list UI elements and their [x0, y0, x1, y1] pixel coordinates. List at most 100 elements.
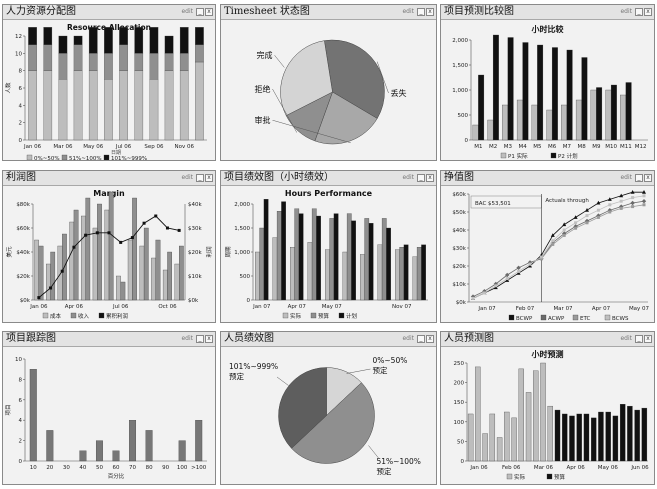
dashboard-panel: 人员绩效图 edit _ x 0%~50% 预定 51%~100% 预定 101%~999% 预定: [220, 331, 437, 485]
dashboard-panel: 人员预测图 edit _ x 小时预测 0 50 100 150 200 250 Jan 06 Feb …: [440, 331, 655, 485]
bar: [174, 263, 180, 301]
bar-segment: [73, 70, 83, 141]
legend-item-swatch: [546, 473, 553, 480]
bar: [46, 263, 51, 301]
x-tick-label: M12: [635, 144, 647, 150]
y-tick-label: $80k: [16, 202, 30, 208]
edit-link[interactable]: edit: [620, 174, 632, 181]
edit-link[interactable]: edit: [402, 8, 414, 15]
bar-segment: [134, 53, 144, 71]
bar: [95, 440, 103, 462]
dashboard-panel: Timesheet 状态图 edit _ x 丢失 审批 拒绝 完成: [220, 4, 437, 161]
close-button[interactable]: x: [644, 334, 652, 343]
close-button[interactable]: x: [644, 173, 652, 182]
chart-svg: Margin$0k$20k$40k$60k$80k美元$0k$10k$20k$3…: [5, 189, 213, 320]
y-tick-label: $40k: [452, 228, 466, 234]
bar-segment: [149, 79, 159, 141]
edit-link[interactable]: edit: [620, 335, 632, 342]
y-tick-label: 10: [15, 51, 22, 57]
bar: [179, 245, 184, 301]
minimize-button[interactable]: _: [196, 7, 204, 16]
y-tick-label: 0: [461, 459, 465, 465]
pie-slice: [291, 382, 375, 464]
bar: [342, 251, 348, 301]
x-tick-label: May 06: [598, 465, 619, 471]
bar: [566, 49, 573, 141]
bar: [634, 409, 640, 462]
bar: [507, 37, 514, 141]
bar: [472, 124, 479, 141]
pie-label-sub: 预定: [229, 371, 244, 381]
bar: [38, 245, 44, 301]
y-tick-label: 2,000: [234, 202, 250, 208]
bar: [116, 275, 121, 301]
y2-tick-label: $40k: [188, 202, 202, 208]
y2-tick-label: $30k: [188, 226, 202, 232]
close-button[interactable]: x: [205, 7, 213, 16]
chart-svg: 小时预测 0 50 100 150 200 250 Jan 06 Feb 06 Mar 06 Apr…: [454, 349, 650, 481]
x-tick-label: Jul 06: [112, 304, 129, 310]
bar: [276, 211, 282, 301]
close-button[interactable]: x: [205, 334, 213, 343]
x-axis-title: 日期: [111, 150, 121, 156]
bar-segment: [104, 79, 113, 141]
dashboard-panel: 项目绩效图（小时绩效） edit _ x Hours Performance 0 500 1,…: [220, 170, 437, 323]
x-tick-label: May 06: [83, 144, 104, 150]
x-tick-label: Apr 06: [65, 304, 84, 310]
y-tick-label: 150: [454, 400, 465, 406]
bar: [403, 244, 409, 301]
bar: [627, 405, 633, 462]
edit-link[interactable]: edit: [620, 8, 632, 15]
minimize-button[interactable]: _: [417, 334, 425, 343]
minimize-button[interactable]: _: [196, 334, 204, 343]
minimize-button[interactable]: _: [635, 173, 643, 182]
bar-segment: [28, 44, 37, 71]
close-button[interactable]: x: [426, 334, 434, 343]
series-line: [472, 191, 644, 299]
panel-title: 人力资源分配图: [6, 6, 76, 17]
panel-body: Margin$0k$20k$40k$60k$80k美元$0k$10k$20k$3…: [3, 186, 215, 322]
y-tick-label: 4: [19, 418, 23, 424]
pie-label-sub: 预定: [377, 466, 392, 476]
edit-link[interactable]: edit: [181, 335, 193, 342]
y-tick-label: $40k: [16, 250, 30, 256]
y-axis-title: 美元: [5, 246, 13, 258]
bar: [255, 251, 260, 301]
panel-title: 人员预测图: [444, 333, 494, 344]
bar: [360, 254, 365, 301]
bar-segment: [119, 44, 128, 71]
minimize-button[interactable]: _: [196, 173, 204, 182]
close-button[interactable]: x: [426, 173, 434, 182]
bar: [81, 215, 86, 301]
minimize-button[interactable]: _: [635, 334, 643, 343]
bar: [482, 433, 488, 462]
close-button[interactable]: x: [644, 7, 652, 16]
edit-link[interactable]: edit: [402, 335, 414, 342]
x-tick-label: 70: [129, 465, 136, 471]
y-tick-label: 8: [19, 69, 23, 75]
y-tick-label: $20k: [16, 274, 30, 280]
bar: [162, 269, 168, 301]
minimize-button[interactable]: _: [417, 173, 425, 182]
x-tick-label: Nov 06: [175, 144, 195, 150]
minimize-button[interactable]: _: [417, 7, 425, 16]
chart-svg: Hours Performance 0 500 1,000 1,500 2,000 周期 Ja…: [225, 189, 428, 320]
legend-item-label: 预算: [554, 473, 566, 481]
bar: [294, 208, 300, 301]
pie-leader: [376, 61, 389, 94]
close-button[interactable]: x: [426, 7, 434, 16]
bar: [316, 215, 321, 301]
close-button[interactable]: x: [205, 173, 213, 182]
legend-item-swatch: [550, 152, 557, 159]
bar: [478, 74, 485, 141]
x-tick-label: Jun 06: [630, 465, 649, 471]
bar: [364, 218, 370, 301]
bar: [46, 430, 54, 462]
bar-segment: [28, 27, 37, 45]
bar: [381, 218, 387, 301]
edit-link[interactable]: edit: [181, 8, 193, 15]
minimize-button[interactable]: _: [635, 7, 643, 16]
bar: [540, 362, 546, 462]
edit-link[interactable]: edit: [181, 174, 193, 181]
edit-link[interactable]: edit: [402, 174, 414, 181]
